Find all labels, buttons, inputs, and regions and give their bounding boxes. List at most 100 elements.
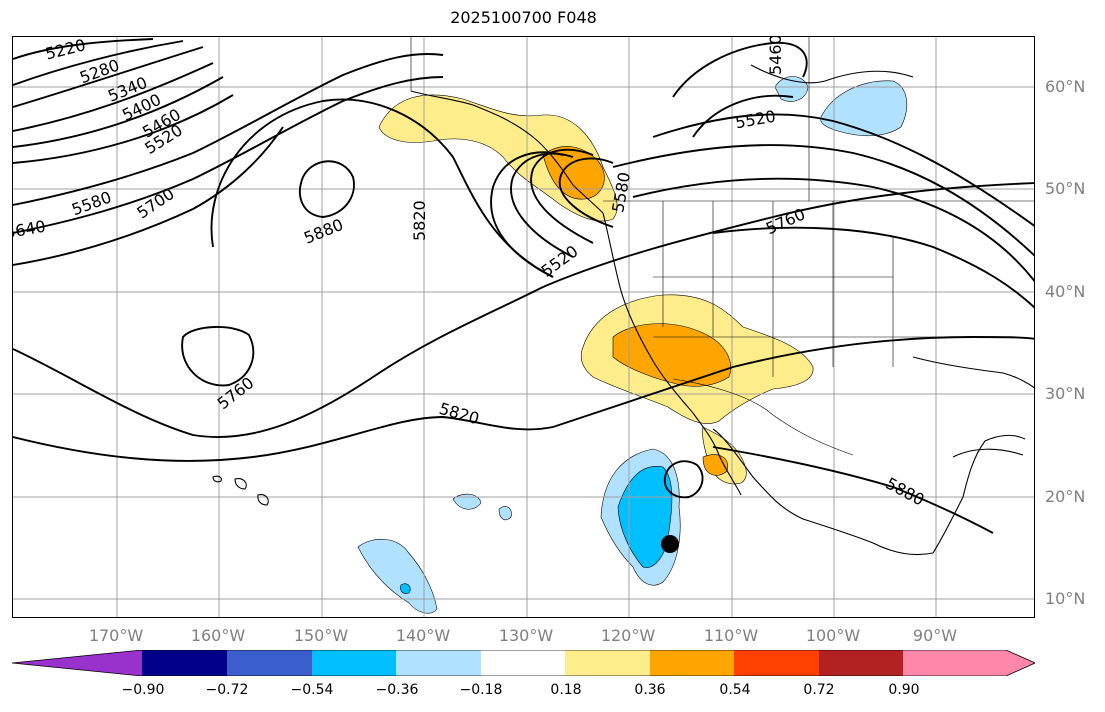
- lat-label: 20°N: [1045, 487, 1086, 506]
- contour-5460-north: [672, 42, 808, 98]
- contour-5460-west: [13, 76, 224, 148]
- colorbar-tick: −0.54: [290, 682, 334, 698]
- contour-5760-cutoff: [181, 325, 255, 387]
- lon-label: 160°W: [190, 626, 246, 645]
- contour-label: 5760: [763, 204, 808, 238]
- contour-5400: [13, 62, 214, 132]
- lon-label: 130°W: [498, 626, 554, 645]
- colorbar-tick: −0.18: [459, 682, 503, 698]
- contour-label: 5580: [608, 171, 634, 214]
- contour-5220: [13, 38, 154, 60]
- map-canvas: 5220 5280 5340 5400 5460 5520 5580 5640 …: [13, 37, 1034, 617]
- lat-label: 10°N: [1045, 589, 1086, 608]
- contour-north-1: [652, 113, 1034, 227]
- shaded-anomalies: [357, 76, 908, 614]
- contour-trough-3: [530, 148, 594, 244]
- contour-5580: [13, 53, 444, 206]
- colorbar-segment: [142, 650, 227, 676]
- contour-5880-high: [298, 160, 355, 218]
- contour-5520-trough: [558, 157, 614, 228]
- map-title: 2025100700 F048: [450, 8, 597, 27]
- negative-anomaly-hawaii-core: [400, 583, 411, 594]
- colorbar-tick: −0.72: [205, 682, 249, 698]
- contour-5760-main: [13, 182, 1034, 438]
- coast-hudson-bay: [750, 64, 914, 84]
- coast-baja: [692, 412, 742, 496]
- positive-anomaly-pacific-nw-core: [542, 146, 605, 200]
- contour-5820-south: [13, 336, 1034, 462]
- contour-label: 5220: [43, 37, 87, 64]
- contour-north-4: [712, 226, 1034, 309]
- negative-anomaly-hudson: [820, 80, 908, 137]
- colorbar-tick: −0.36: [375, 682, 419, 698]
- colorbar-segment: [312, 650, 396, 676]
- contour-5520-north: [692, 94, 794, 138]
- height-contours: [13, 38, 1034, 534]
- colorbar-segment: [396, 650, 481, 676]
- contour-label: 5460: [766, 37, 785, 75]
- lon-label: 90°W: [912, 626, 958, 645]
- coast-alaska-bc: [410, 90, 604, 214]
- storm-position-marker: [661, 535, 679, 553]
- contour-5820-high: [210, 98, 554, 278]
- colorbar-tick: 0.18: [550, 682, 582, 698]
- contour-5280: [13, 40, 184, 86]
- colorbar-segment: [819, 650, 903, 676]
- lon-label: 150°W: [293, 626, 349, 645]
- negative-anomaly-small-2: [498, 506, 512, 521]
- colorbar-segment: [565, 650, 650, 676]
- coast-hawaii-3: [257, 494, 269, 506]
- contour-label: 5820: [437, 399, 481, 428]
- contour-label: 5880: [301, 215, 346, 248]
- contour-label: 5280: [77, 55, 122, 87]
- colorbar-extend-min: [12, 650, 142, 676]
- lat-label: 40°N: [1045, 282, 1086, 301]
- contour-trough-1: [490, 151, 564, 278]
- contour-label: 5760: [214, 373, 258, 413]
- contour-5520-west: [13, 94, 234, 164]
- lon-label: 100°W: [805, 626, 861, 645]
- colorbar-segment: [481, 650, 565, 676]
- contour-tc: [663, 460, 704, 499]
- contour-label: 5520: [734, 107, 777, 133]
- colorbar: [12, 650, 1035, 676]
- contour-label: 5880: [883, 474, 928, 510]
- colorbar-segments: [12, 650, 1035, 676]
- lon-label: 110°W: [703, 626, 759, 645]
- contour-5700: [13, 126, 284, 266]
- contour-label: 5700: [133, 184, 177, 223]
- negative-anomaly-small-1: [452, 493, 482, 510]
- colorbar-segment: [227, 650, 312, 676]
- colorbar-segment: [734, 650, 819, 676]
- political-borders: [410, 37, 1034, 456]
- lon-label: 140°W: [395, 626, 451, 645]
- contour-label: 5820: [410, 200, 429, 241]
- colorbar-segment: [650, 650, 734, 676]
- colorbar-tick: 0.54: [719, 682, 751, 698]
- coast-gulf-mexico: [932, 434, 1026, 554]
- map-panel: 5220 5280 5340 5400 5460 5520 5580 5640 …: [12, 36, 1035, 618]
- contour-north-3: [632, 177, 1034, 283]
- contour-5640: [13, 76, 444, 234]
- colorbar-tick: 0.90: [888, 682, 920, 698]
- contour-label: 5640: [13, 217, 47, 243]
- contour-5340: [13, 46, 204, 108]
- coast-cuba: [952, 448, 1024, 458]
- coast-mexico-west: [712, 428, 934, 556]
- coast-gulf-coast-us: [912, 356, 1034, 389]
- colorbar-extend-max: [903, 650, 1035, 676]
- lat-label: 60°N: [1045, 77, 1086, 96]
- negative-anomaly-hawaii-south: [357, 539, 438, 614]
- contour-5880-south: [712, 446, 994, 534]
- lon-label: 170°W: [88, 626, 144, 645]
- lat-label: 30°N: [1045, 384, 1086, 403]
- colorbar-tick: 0.72: [803, 682, 835, 698]
- positive-anomaly-southwest-core: [612, 323, 731, 387]
- contour-north-2: [612, 144, 1034, 257]
- lat-lon-gridlines: [13, 37, 1034, 617]
- lon-label: 120°W: [600, 626, 656, 645]
- coast-hawaii-2: [234, 478, 247, 490]
- colorbar-tick: 0.36: [634, 682, 666, 698]
- lat-label: 50°N: [1045, 179, 1086, 198]
- colorbar-tick: −0.90: [121, 682, 165, 698]
